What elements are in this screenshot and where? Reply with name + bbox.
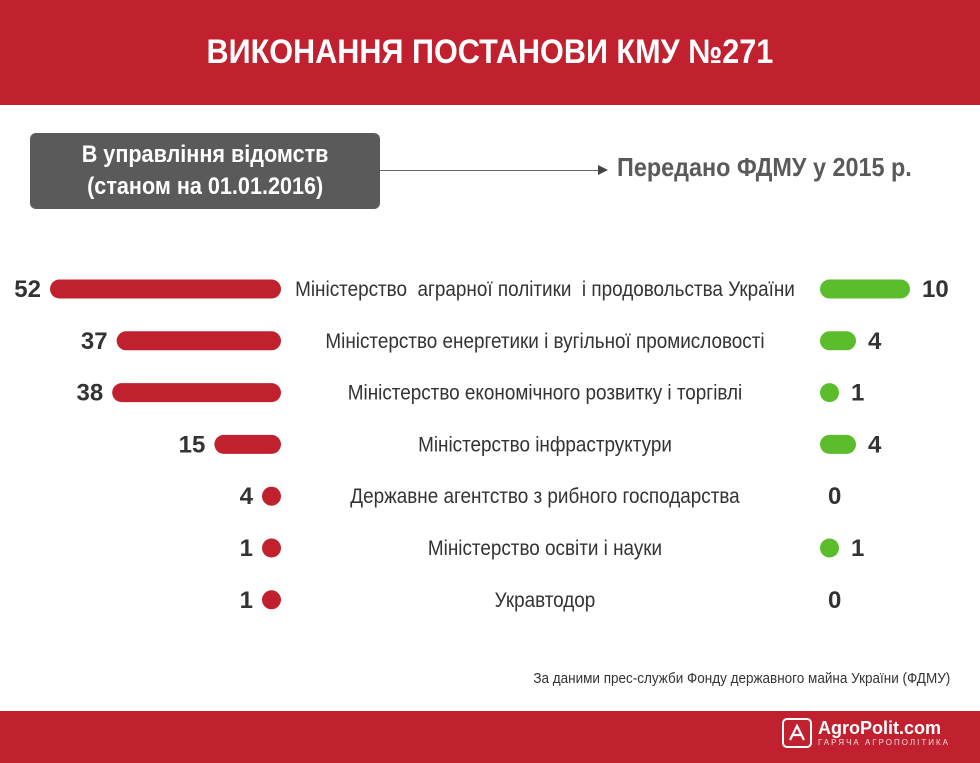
right-value-label: 10 — [922, 276, 949, 303]
left-series-label-line2: (станом на 01.01.2016) — [86, 173, 324, 200]
left-value-label: 1 — [240, 587, 253, 614]
right-value-label: 4 — [868, 328, 882, 355]
left-bar — [214, 434, 281, 454]
category-label: Міністерство освіти і науки — [428, 537, 662, 560]
left-series-label-line1: В управління відомств — [81, 141, 329, 168]
left-value-label: 4 — [240, 483, 254, 510]
left-bar — [262, 590, 281, 610]
right-bar — [820, 331, 856, 351]
category-label: Укравтодор — [495, 589, 596, 612]
category-label: Міністерство енергетики і вугільної пром… — [325, 330, 764, 353]
right-bar — [820, 538, 839, 558]
logo-name: AgroPolit.com — [818, 718, 942, 738]
category-label: Міністерство аграрної політики і продово… — [295, 278, 795, 301]
left-value-label: 52 — [14, 276, 41, 303]
arrow-line — [380, 170, 598, 171]
left-bar — [262, 486, 281, 506]
source-note: За даними прес-служби Фонду державного м… — [533, 670, 950, 687]
left-bar — [50, 279, 281, 299]
right-bar — [820, 434, 856, 454]
right-value-label: 0 — [828, 587, 841, 614]
logo-tagline: ГАРЯЧА АГРОПОЛІТИКА — [818, 738, 950, 747]
bar-chart: 52 Міністерство аграрної політики і продо… — [14, 276, 949, 614]
right-bar — [820, 279, 910, 299]
page-title: ВИКОНАННЯ ПОСТАНОВИ КМУ №271 — [206, 33, 774, 71]
left-bar — [116, 331, 281, 351]
logo: AgroPolit.com ГАРЯЧА АГРОПОЛІТИКА — [782, 718, 950, 748]
right-series-label: Передано ФДМУ у 2015 р. — [617, 152, 912, 182]
right-value-label: 0 — [828, 483, 841, 510]
left-value-label: 37 — [81, 328, 108, 355]
arrow-right-icon — [598, 165, 608, 175]
header-banner: ВИКОНАННЯ ПОСТАНОВИ КМУ №271 — [0, 0, 980, 105]
left-value-label: 1 — [240, 535, 253, 562]
right-value-label: 1 — [851, 380, 864, 407]
right-bar — [820, 383, 839, 403]
left-value-label: 15 — [179, 431, 206, 458]
footer-banner — [0, 711, 980, 763]
right-value-label: 1 — [851, 535, 864, 562]
left-bar — [262, 538, 281, 558]
left-value-label: 38 — [76, 380, 103, 407]
agropolit-logo-icon — [782, 718, 812, 748]
left-series-label: В управління відомств (станом на 01.01.2… — [30, 133, 380, 209]
category-label: Міністерство інфраструктури — [418, 434, 672, 457]
right-value-label: 4 — [868, 431, 882, 458]
category-label: Міністерство економічного розвитку і тор… — [348, 382, 742, 405]
category-label: Державне агентство з рибного господарств… — [350, 485, 740, 508]
left-bar — [112, 383, 281, 403]
